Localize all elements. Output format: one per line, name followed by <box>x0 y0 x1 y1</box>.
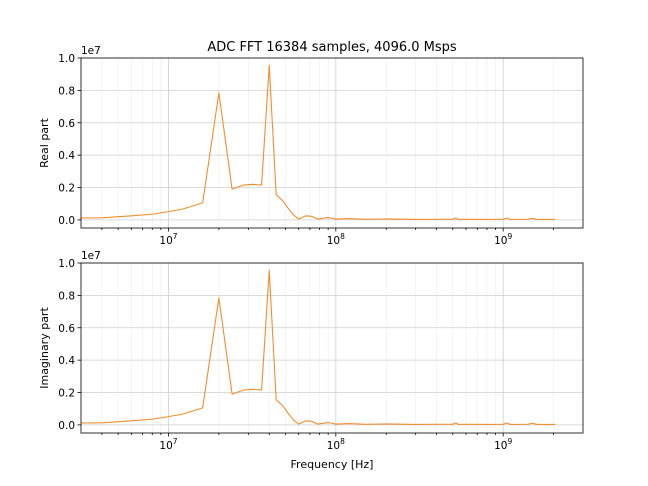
y-tick-label: 0.0 <box>58 420 75 432</box>
panel-2: 107 108 109 0.0 0.2 0.4 0.6 0.8 1.0 1e7 Imaginary … <box>38 250 584 452</box>
series-line-real <box>80 64 556 220</box>
x-tick-label: 108 <box>327 437 345 452</box>
y-tick-label: 1.0 <box>58 53 75 65</box>
x-tick-label: 109 <box>494 437 512 452</box>
y-axis-label: Imaginary part <box>38 307 51 389</box>
x-tick-label: 108 <box>327 232 345 247</box>
y-scale-label: 1e7 <box>81 45 101 57</box>
y-tick-label: 0.4 <box>58 150 75 162</box>
y-tick-label: 0.6 <box>58 323 75 335</box>
y-tick-label: 0.2 <box>58 388 75 400</box>
y-tick-label: 0.4 <box>58 355 75 367</box>
y-scale-label: 1e7 <box>81 250 101 262</box>
x-tick-label: 109 <box>494 232 512 247</box>
y-tick-label: 1.0 <box>58 258 75 270</box>
series-line-imag <box>80 269 556 425</box>
x-axis-label: Frequency [Hz] <box>291 458 374 471</box>
y-tick-label: 0.6 <box>58 118 75 130</box>
plot-frame <box>80 57 584 229</box>
y-axis-label: Real part <box>38 117 51 167</box>
y-tick-label: 0.0 <box>58 215 75 227</box>
y-tick-label: 0.2 <box>58 183 75 195</box>
chart-title: ADC FFT 16384 samples, 4096.0 Msps <box>207 40 457 55</box>
x-tick-label: 107 <box>159 232 177 247</box>
panel-1: 107 108 109 0.0 0.2 0.4 0.6 0.8 1.0 1e7 Real part <box>38 45 584 247</box>
plot-frame <box>80 262 584 434</box>
x-tick-label: 107 <box>159 437 177 452</box>
y-tick-label: 0.8 <box>58 85 75 97</box>
y-tick-label: 0.8 <box>58 290 75 302</box>
